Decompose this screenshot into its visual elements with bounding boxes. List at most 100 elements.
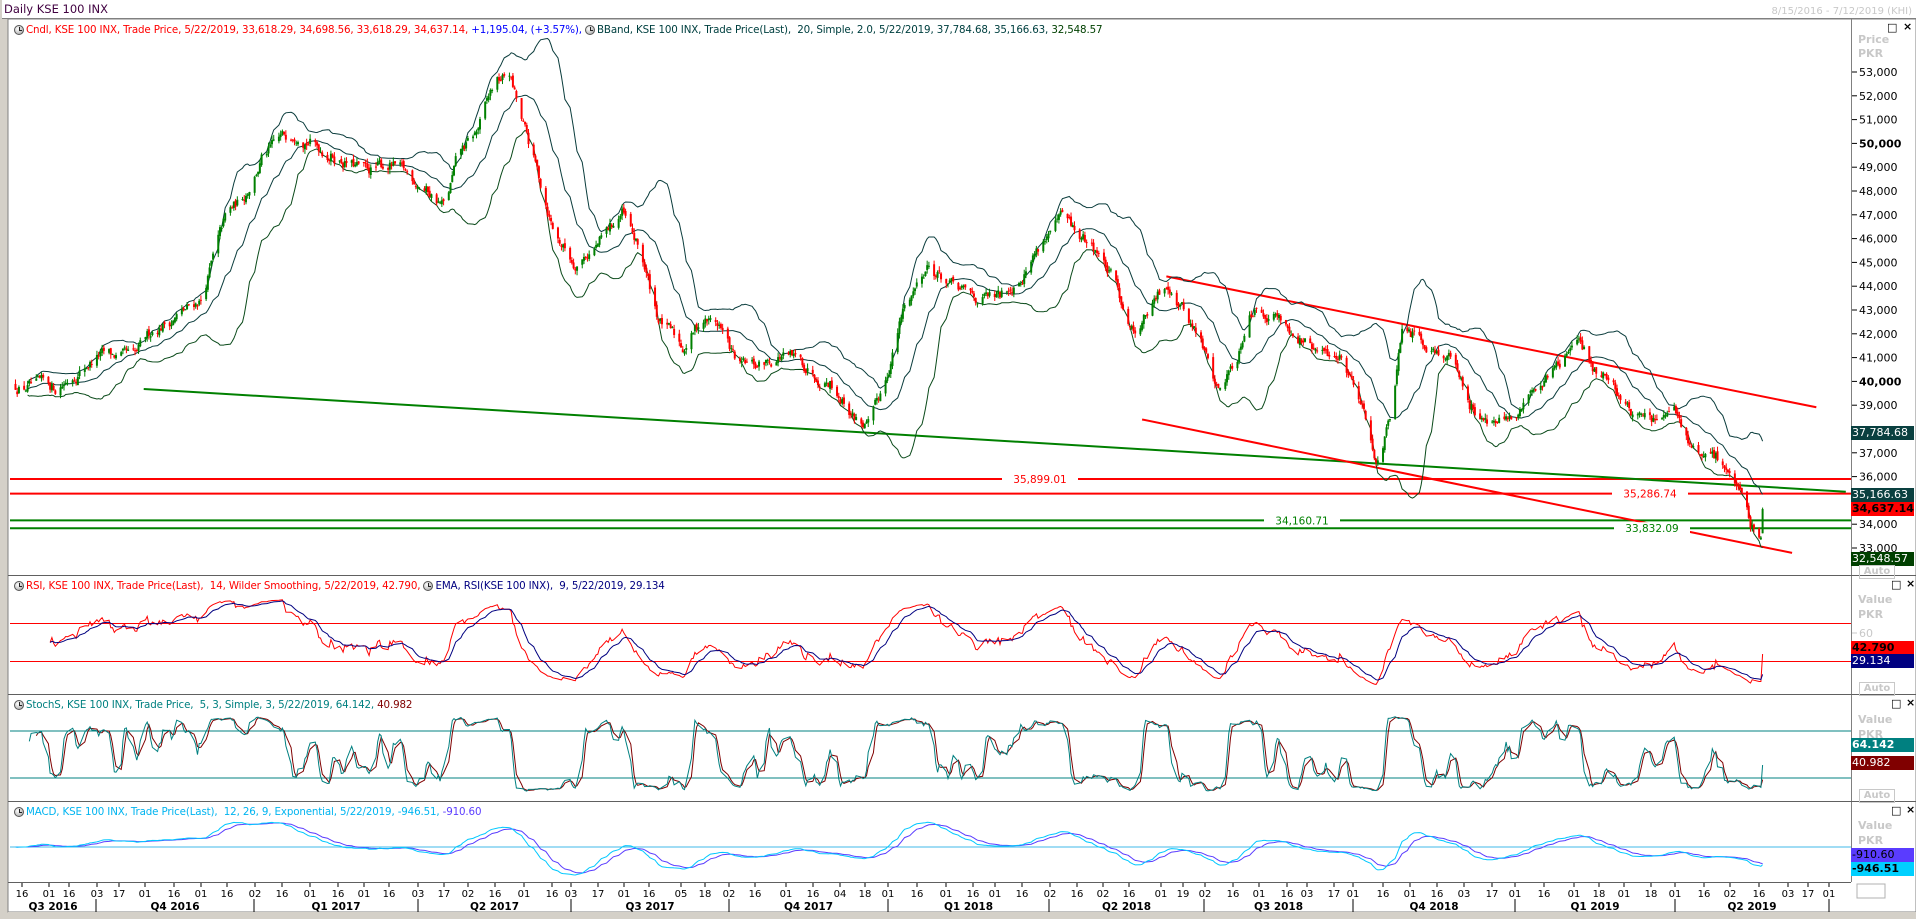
candle[interactable] xyxy=(1213,378,1216,384)
candle[interactable] xyxy=(1324,349,1327,351)
candle[interactable] xyxy=(1290,334,1293,336)
candle[interactable] xyxy=(501,74,504,81)
candle[interactable] xyxy=(1541,386,1544,388)
candle[interactable] xyxy=(1314,348,1317,351)
candle[interactable] xyxy=(1310,343,1313,349)
candle[interactable] xyxy=(1607,377,1610,381)
candle[interactable] xyxy=(1442,355,1445,359)
candle[interactable] xyxy=(1191,323,1194,327)
candle[interactable] xyxy=(1527,394,1530,404)
candle[interactable] xyxy=(1177,303,1180,307)
candle[interactable] xyxy=(1085,242,1088,244)
candle[interactable] xyxy=(1553,366,1556,369)
candle[interactable] xyxy=(71,380,74,384)
candle[interactable] xyxy=(617,218,620,228)
candle[interactable] xyxy=(643,262,646,270)
candle[interactable] xyxy=(317,144,320,152)
candle[interactable] xyxy=(1430,350,1433,352)
candle[interactable] xyxy=(1676,411,1679,417)
candle[interactable] xyxy=(272,139,275,141)
candle[interactable] xyxy=(319,151,322,153)
candle[interactable] xyxy=(1406,327,1409,332)
candle[interactable] xyxy=(1298,337,1301,345)
candle[interactable] xyxy=(1007,290,1010,292)
candle[interactable] xyxy=(903,305,906,309)
candle[interactable] xyxy=(269,144,272,147)
candle[interactable] xyxy=(563,243,566,249)
candle[interactable] xyxy=(1461,377,1464,387)
candle[interactable] xyxy=(1418,331,1421,335)
candle[interactable] xyxy=(815,378,818,382)
candle[interactable] xyxy=(683,351,686,354)
candle[interactable] xyxy=(862,422,865,428)
candle[interactable] xyxy=(1713,449,1716,459)
candle[interactable] xyxy=(1031,255,1034,263)
candle[interactable] xyxy=(744,359,747,364)
candle[interactable] xyxy=(959,287,962,290)
candle[interactable] xyxy=(1340,356,1343,358)
candle[interactable] xyxy=(756,366,759,368)
candle[interactable] xyxy=(144,337,147,340)
candle[interactable] xyxy=(1711,451,1714,454)
candle[interactable] xyxy=(296,142,299,145)
candle[interactable] xyxy=(1116,279,1119,288)
candle[interactable] xyxy=(1383,436,1386,451)
candle[interactable] xyxy=(782,352,785,356)
candle[interactable] xyxy=(293,139,296,142)
candle[interactable] xyxy=(709,318,712,320)
candle[interactable] xyxy=(283,131,286,135)
candle[interactable] xyxy=(1201,338,1204,349)
candle[interactable] xyxy=(855,417,858,421)
clock-icon[interactable] xyxy=(14,25,24,35)
candle[interactable] xyxy=(147,329,150,336)
candle[interactable] xyxy=(1300,339,1303,343)
candle[interactable] xyxy=(270,140,273,145)
candle[interactable] xyxy=(534,155,537,162)
candle[interactable] xyxy=(111,354,114,356)
candle[interactable] xyxy=(402,161,405,169)
candle[interactable] xyxy=(1033,253,1036,257)
candle[interactable] xyxy=(867,419,870,423)
candle[interactable] xyxy=(789,351,792,355)
candle[interactable] xyxy=(1083,235,1086,242)
candle[interactable] xyxy=(1120,296,1123,305)
candle[interactable] xyxy=(26,385,29,392)
candle[interactable] xyxy=(1241,342,1244,348)
candle[interactable] xyxy=(170,324,173,327)
candle[interactable] xyxy=(1446,356,1449,361)
candle[interactable] xyxy=(570,259,573,263)
candle[interactable] xyxy=(1629,408,1632,416)
candle[interactable] xyxy=(1588,346,1591,362)
clock-icon[interactable] xyxy=(14,700,24,710)
candle[interactable] xyxy=(411,170,414,182)
candle[interactable] xyxy=(1239,346,1242,350)
stoch-k-line[interactable] xyxy=(28,716,1764,792)
candle[interactable] xyxy=(172,320,175,326)
candle[interactable] xyxy=(387,168,390,170)
candle[interactable] xyxy=(1602,372,1605,379)
candle[interactable] xyxy=(879,393,882,402)
candle[interactable] xyxy=(1498,417,1501,423)
candle[interactable] xyxy=(222,218,225,227)
candle[interactable] xyxy=(1118,287,1121,299)
candle[interactable] xyxy=(508,75,511,77)
candle[interactable] xyxy=(1376,460,1379,464)
candle[interactable] xyxy=(1304,338,1307,342)
candle[interactable] xyxy=(309,138,312,144)
candle[interactable] xyxy=(1146,314,1149,316)
candle[interactable] xyxy=(1023,274,1026,284)
candle[interactable] xyxy=(374,166,377,168)
candle[interactable] xyxy=(1231,365,1234,369)
candle[interactable] xyxy=(513,87,516,90)
candle[interactable] xyxy=(454,156,457,166)
candle[interactable] xyxy=(1600,375,1603,377)
candle[interactable] xyxy=(28,380,31,384)
candle[interactable] xyxy=(1395,369,1398,385)
candle[interactable] xyxy=(328,159,331,161)
candle[interactable] xyxy=(413,180,416,185)
candle[interactable] xyxy=(1115,270,1118,281)
candle[interactable] xyxy=(1154,297,1157,300)
candle[interactable] xyxy=(641,244,644,263)
candle[interactable] xyxy=(1255,307,1258,309)
candle[interactable] xyxy=(1127,308,1130,324)
